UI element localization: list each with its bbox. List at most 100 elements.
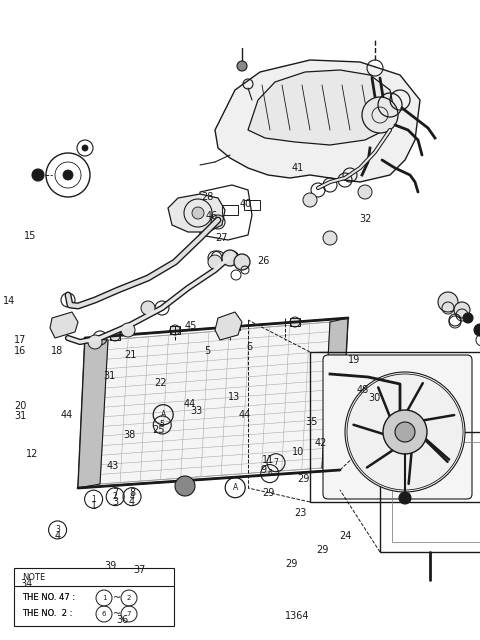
Text: 1: 1 xyxy=(91,500,96,511)
Text: 4: 4 xyxy=(130,492,134,501)
Bar xyxy=(310,352,480,502)
Circle shape xyxy=(474,324,480,336)
Circle shape xyxy=(192,207,204,219)
Text: 4: 4 xyxy=(129,497,135,508)
Text: 16: 16 xyxy=(14,346,26,356)
Text: 13: 13 xyxy=(228,392,240,402)
Text: 20: 20 xyxy=(14,401,26,412)
Text: 29: 29 xyxy=(316,545,329,556)
Text: 5: 5 xyxy=(204,346,211,356)
Text: 29: 29 xyxy=(263,488,275,498)
Text: 41: 41 xyxy=(291,163,304,173)
Bar xyxy=(230,322,240,330)
Circle shape xyxy=(237,61,247,71)
Text: 2: 2 xyxy=(127,595,131,601)
Text: 43: 43 xyxy=(107,461,119,471)
Text: ~: ~ xyxy=(113,593,121,603)
Circle shape xyxy=(362,97,398,133)
Bar xyxy=(110,332,120,340)
Text: 15: 15 xyxy=(24,230,36,241)
Text: NOTE: NOTE xyxy=(22,573,45,582)
Bar xyxy=(14,568,174,626)
Text: 30: 30 xyxy=(368,393,381,403)
Text: 23: 23 xyxy=(294,508,306,518)
Text: 7: 7 xyxy=(112,488,119,498)
Circle shape xyxy=(383,410,427,454)
Text: 36: 36 xyxy=(116,614,129,625)
Text: 2: 2 xyxy=(113,492,118,501)
Circle shape xyxy=(88,335,102,349)
Text: 21: 21 xyxy=(124,350,137,360)
Text: 28: 28 xyxy=(201,192,214,202)
Text: 38: 38 xyxy=(123,430,136,440)
Text: 5: 5 xyxy=(160,420,165,429)
Text: 24: 24 xyxy=(339,531,352,541)
Text: 34: 34 xyxy=(20,579,33,589)
Circle shape xyxy=(463,313,473,323)
Text: 44: 44 xyxy=(239,410,251,420)
Text: 4: 4 xyxy=(55,531,60,541)
Text: 46: 46 xyxy=(205,211,217,221)
Bar xyxy=(170,326,180,334)
Polygon shape xyxy=(215,312,242,340)
Polygon shape xyxy=(215,60,420,182)
Text: 39: 39 xyxy=(104,561,117,572)
Text: 11: 11 xyxy=(262,454,274,465)
Circle shape xyxy=(234,254,250,270)
Text: 29: 29 xyxy=(286,559,298,570)
Text: 1364: 1364 xyxy=(285,611,310,621)
Text: THE NO. 47 :: THE NO. 47 : xyxy=(22,593,78,602)
Text: 6: 6 xyxy=(102,611,106,617)
Text: 18: 18 xyxy=(50,346,63,356)
Text: A: A xyxy=(161,410,166,419)
Text: 3: 3 xyxy=(55,525,60,534)
Text: 8: 8 xyxy=(129,488,135,498)
Circle shape xyxy=(222,250,238,266)
Text: 48: 48 xyxy=(356,385,369,396)
Text: 1: 1 xyxy=(91,495,96,504)
Text: 37: 37 xyxy=(133,564,145,575)
Bar xyxy=(222,205,238,215)
Text: 6: 6 xyxy=(267,469,272,478)
Text: 19: 19 xyxy=(348,355,360,365)
Polygon shape xyxy=(78,338,108,488)
Text: 17: 17 xyxy=(14,335,26,346)
Polygon shape xyxy=(322,318,348,470)
Circle shape xyxy=(399,492,411,504)
Text: 25: 25 xyxy=(152,425,165,435)
Text: 44: 44 xyxy=(183,399,196,410)
Text: 44: 44 xyxy=(60,410,72,420)
Circle shape xyxy=(121,323,135,337)
Bar xyxy=(244,200,260,210)
Text: 7: 7 xyxy=(127,611,131,617)
Text: 26: 26 xyxy=(257,256,269,266)
Text: 6: 6 xyxy=(247,342,252,352)
Text: 40: 40 xyxy=(240,198,252,209)
Text: 29: 29 xyxy=(297,474,310,484)
Text: 9: 9 xyxy=(260,465,266,476)
Polygon shape xyxy=(100,322,330,484)
Polygon shape xyxy=(248,70,395,145)
Text: 35: 35 xyxy=(305,417,317,428)
Text: THE NO. 47 :: THE NO. 47 : xyxy=(22,593,78,602)
Circle shape xyxy=(82,145,88,151)
Circle shape xyxy=(323,231,337,245)
FancyBboxPatch shape xyxy=(323,355,472,499)
Circle shape xyxy=(141,301,155,315)
Text: 45: 45 xyxy=(185,321,197,332)
Polygon shape xyxy=(50,312,78,338)
Text: 1: 1 xyxy=(102,595,106,601)
Circle shape xyxy=(438,292,458,312)
Bar xyxy=(290,318,300,326)
Text: 33: 33 xyxy=(191,406,203,416)
Circle shape xyxy=(303,193,317,207)
Text: 22: 22 xyxy=(155,378,167,388)
Circle shape xyxy=(208,255,222,269)
Circle shape xyxy=(32,169,44,181)
Text: 32: 32 xyxy=(360,214,372,224)
Circle shape xyxy=(358,185,372,199)
Text: 7: 7 xyxy=(274,458,278,467)
Text: 10: 10 xyxy=(291,447,304,457)
Bar xyxy=(380,432,480,552)
Text: 3: 3 xyxy=(112,497,118,508)
